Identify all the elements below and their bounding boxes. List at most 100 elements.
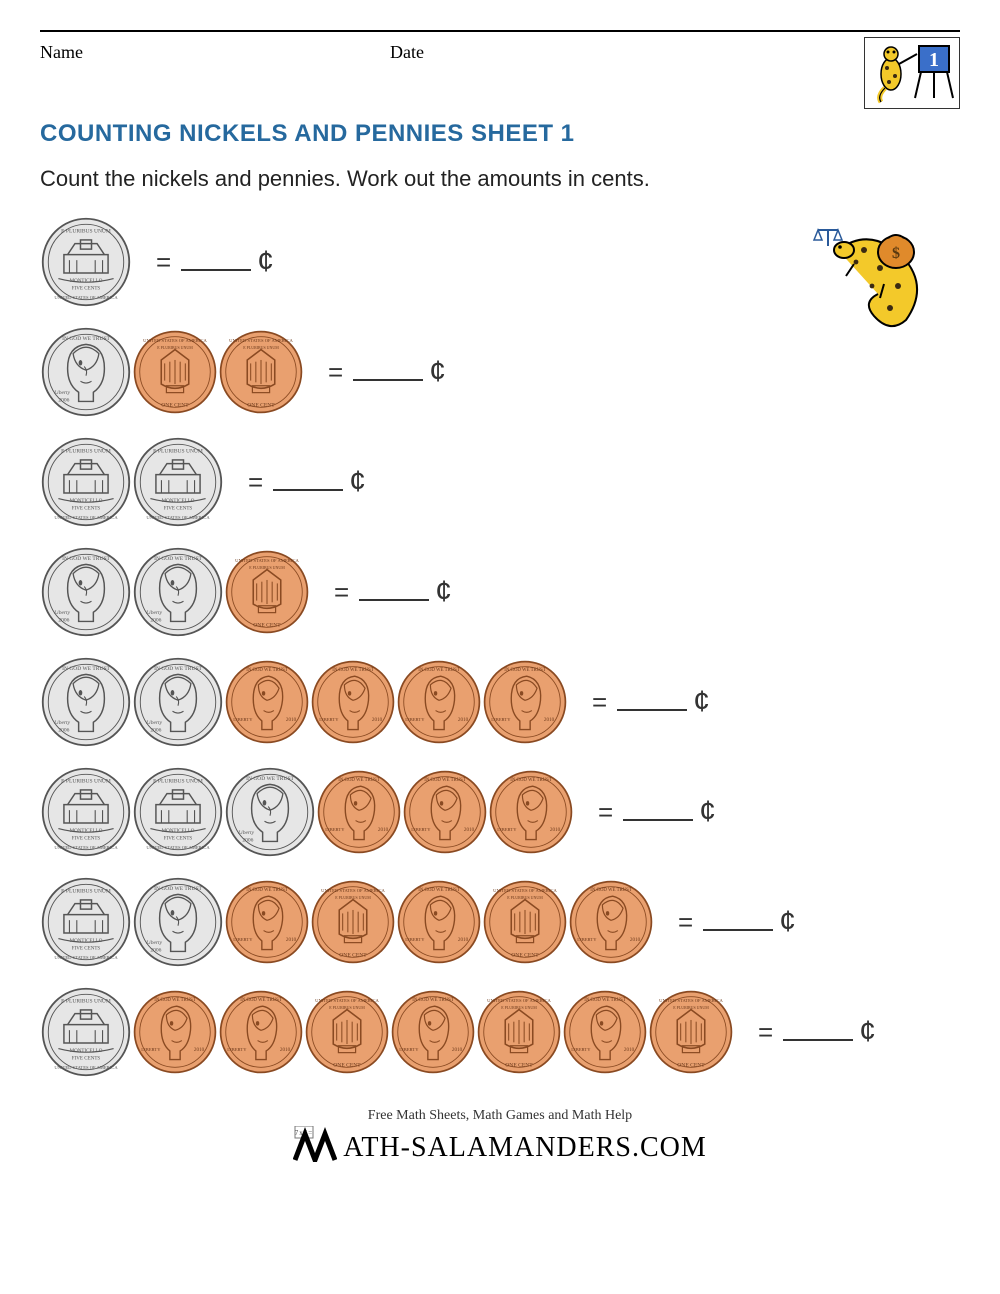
svg-text:2006: 2006 [150,727,161,733]
svg-text:IN GOD WE TRUST: IN GOD WE TRUST [418,888,460,893]
blank-line[interactable] [359,579,429,601]
svg-text:UNITED STATES OF AMERICA: UNITED STATES OF AMERICA [146,515,210,520]
blank-line[interactable] [353,359,423,381]
svg-text:Liberty: Liberty [53,720,70,726]
problem-row: IN GOD WE TRUST Liberty 2006 IN GOD WE T… [40,546,960,638]
penny-coin: UNITED STATES OF AMERICA E PLURIBUS UNUM… [648,989,734,1075]
answer-blank[interactable]: = ¢ [156,245,274,279]
svg-text:IN GOD WE TRUST: IN GOD WE TRUST [584,998,626,1003]
svg-text:E PLURIBUS UNUM: E PLURIBUS UNUM [153,449,203,455]
svg-text:E PLURIBUS UNUM: E PLURIBUS UNUM [61,449,111,455]
nickel-coin: IN GOD WE TRUST Liberty 2006 [132,546,224,638]
svg-text:ONE CENT: ONE CENT [161,402,189,408]
svg-text:2010: 2010 [286,937,297,943]
blank-line[interactable] [617,689,687,711]
equals-sign: = [598,797,613,828]
svg-text:LIBERTY: LIBERTY [491,718,511,723]
svg-text:FIVE CENTS: FIVE CENTS [72,1056,101,1062]
answer-blank[interactable]: = ¢ [598,795,716,829]
svg-text:FIVE CENTS: FIVE CENTS [72,286,101,292]
cent-symbol: ¢ [779,905,796,939]
svg-text:UNITED STATES OF AMERICA: UNITED STATES OF AMERICA [54,1065,118,1070]
svg-text:UNITED STATES OF AMERICA: UNITED STATES OF AMERICA [54,845,118,850]
svg-text:IN GOD WE TRUST: IN GOD WE TRUST [590,888,632,893]
equals-sign: = [248,467,263,498]
svg-text:LIBERTY: LIBERTY [227,1048,247,1053]
coins-group: E PLURIBUS UNUM MONTICELLO FIVE CENTS UN… [40,436,224,528]
nickel-coin: IN GOD WE TRUST Liberty 2006 [132,656,224,748]
blank-line[interactable] [181,249,251,271]
blank-line[interactable] [623,799,693,821]
svg-text:E PLURIBUS UNUM: E PLURIBUS UNUM [153,779,203,785]
svg-text:LIBERTY: LIBERTY [405,938,425,943]
coins-group: IN GOD WE TRUST Liberty 2006 IN GOD WE T… [40,656,568,748]
svg-text:2010: 2010 [464,827,475,833]
problems-container: $ E PLURIBUS UNUM MONTICE [40,216,960,1078]
nickel-coin: IN GOD WE TRUST Liberty 2006 [40,326,132,418]
answer-blank[interactable]: = ¢ [758,1015,876,1049]
blank-line[interactable] [703,909,773,931]
svg-text:2006: 2006 [242,837,253,843]
svg-text:E PLURIBUS UNUM: E PLURIBUS UNUM [157,345,193,350]
svg-text:LIBERTY: LIBERTY [233,718,253,723]
svg-text:E PLURIBUS UNUM: E PLURIBUS UNUM [507,895,543,900]
nickel-coin: E PLURIBUS UNUM MONTICELLO FIVE CENTS UN… [40,766,132,858]
problem-row: E PLURIBUS UNUM MONTICELLO FIVE CENTS UN… [40,766,960,858]
svg-text:2010: 2010 [372,717,383,723]
coins-group: E PLURIBUS UNUM MONTICELLO FIVE CENTS UN… [40,986,734,1078]
svg-text:MONTICELLO: MONTICELLO [162,498,195,504]
svg-text:E PLURIBUS UNUM: E PLURIBUS UNUM [243,345,279,350]
answer-blank[interactable]: = ¢ [592,685,710,719]
svg-text:UNITED STATES OF AMERICA: UNITED STATES OF AMERICA [54,515,118,520]
svg-text:MONTICELLO: MONTICELLO [70,828,103,834]
answer-blank[interactable]: = ¢ [678,905,796,939]
svg-text:Liberty: Liberty [145,720,162,726]
penny-coin: UNITED STATES OF AMERICA E PLURIBUS UNUM… [218,329,304,415]
cent-symbol: ¢ [349,465,366,499]
svg-text:IN GOD WE TRUST: IN GOD WE TRUST [62,556,110,562]
svg-text:2010: 2010 [286,717,297,723]
nickel-coin: IN GOD WE TRUST Liberty 2006 [224,766,316,858]
svg-text:ONE CENT: ONE CENT [247,402,275,408]
equals-sign: = [328,357,343,388]
equals-sign: = [678,907,693,938]
instructions: Count the nickels and pennies. Work out … [40,166,960,192]
svg-text:IN GOD WE TRUST: IN GOD WE TRUST [246,776,294,782]
svg-text:ONE CENT: ONE CENT [339,952,367,958]
penny-coin: UNITED STATES OF AMERICA E PLURIBUS UNUM… [310,879,396,965]
answer-blank[interactable]: = ¢ [328,355,446,389]
answer-blank[interactable]: = ¢ [248,465,366,499]
svg-text:LIBERTY: LIBERTY [141,1048,161,1053]
svg-text:E PLURIBUS UNUM: E PLURIBUS UNUM [329,1005,365,1010]
svg-text:LIBERTY: LIBERTY [577,938,597,943]
svg-text:LIBERTY: LIBERTY [233,938,253,943]
svg-text:$: $ [892,245,900,262]
nickel-coin: E PLURIBUS UNUM MONTICELLO FIVE CENTS UN… [40,876,132,968]
penny-coin: UNITED STATES OF AMERICA E PLURIBUS UNUM… [482,879,568,965]
svg-text:IN GOD WE TRUST: IN GOD WE TRUST [338,778,380,783]
svg-text:IN GOD WE TRUST: IN GOD WE TRUST [424,778,466,783]
answer-blank[interactable]: = ¢ [334,575,452,609]
footer-site-text: ATH-SALAMANDERS.COM [343,1132,707,1164]
svg-text:IN GOD WE TRUST: IN GOD WE TRUST [240,998,282,1003]
svg-text:IN GOD WE TRUST: IN GOD WE TRUST [332,668,374,673]
cent-symbol: ¢ [693,685,710,719]
svg-text:IN GOD WE TRUST: IN GOD WE TRUST [154,998,196,1003]
coins-group: E PLURIBUS UNUM MONTICELLO FIVE CENTS UN… [40,766,574,858]
svg-text:ONE CENT: ONE CENT [511,952,539,958]
svg-text:Liberty: Liberty [145,940,162,946]
svg-text:FIVE CENTS: FIVE CENTS [72,836,101,842]
svg-text:MONTICELLO: MONTICELLO [70,278,103,284]
svg-text:2010: 2010 [544,717,555,723]
svg-text:E PLURIBUS UNUM: E PLURIBUS UNUM [335,895,371,900]
svg-text:UNITED STATES OF AMERICA: UNITED STATES OF AMERICA [54,295,118,300]
blank-line[interactable] [783,1019,853,1041]
svg-text:2006: 2006 [150,947,161,953]
penny-coin: IN GOD WE TRUST LIBERTY 2010 [132,989,218,1075]
svg-text:IN GOD WE TRUST: IN GOD WE TRUST [246,668,288,673]
svg-text:ONE CENT: ONE CENT [333,1062,361,1068]
svg-text:UNITED STATES OF AMERICA: UNITED STATES OF AMERICA [229,339,293,344]
coins-group: IN GOD WE TRUST Liberty 2006 UNITED STAT… [40,326,304,418]
svg-text:2006: 2006 [58,617,69,623]
blank-line[interactable] [273,469,343,491]
